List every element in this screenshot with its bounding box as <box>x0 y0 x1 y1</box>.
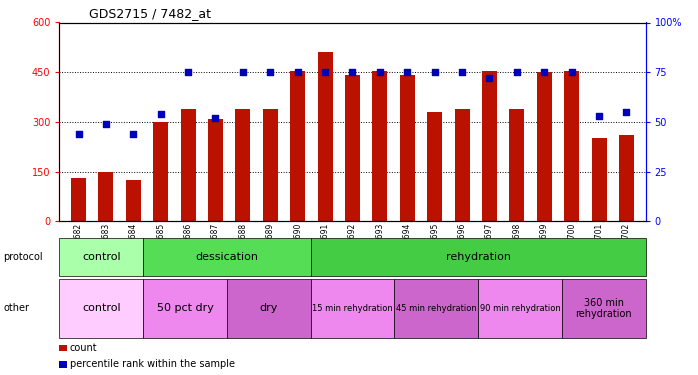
Text: dry: dry <box>260 303 278 313</box>
Bar <box>427 112 443 221</box>
Bar <box>400 75 415 221</box>
Bar <box>345 75 360 221</box>
Bar <box>59 279 143 338</box>
Text: 90 min rehydration: 90 min rehydration <box>480 304 560 313</box>
Bar <box>564 70 579 221</box>
Bar <box>311 238 646 276</box>
Point <box>265 69 276 75</box>
Bar <box>591 138 607 221</box>
Bar <box>126 180 141 221</box>
Point <box>347 69 358 75</box>
Text: GDS2715 / 7482_at: GDS2715 / 7482_at <box>89 7 211 20</box>
Bar <box>235 109 251 221</box>
Bar <box>394 279 478 338</box>
Point <box>210 115 221 121</box>
Point <box>593 113 604 119</box>
Point <box>101 121 112 127</box>
Point <box>456 69 468 75</box>
Bar <box>59 345 67 351</box>
Bar <box>98 172 114 221</box>
Bar <box>372 70 387 221</box>
Text: dessication: dessication <box>195 252 258 262</box>
Point <box>539 69 550 75</box>
Text: 50 pct dry: 50 pct dry <box>156 303 214 313</box>
Bar <box>619 135 634 221</box>
Text: control: control <box>82 252 121 262</box>
Point <box>237 69 248 75</box>
Bar <box>454 109 470 221</box>
Bar <box>537 72 552 221</box>
Bar <box>59 361 67 368</box>
Point <box>73 131 84 137</box>
Bar <box>562 279 646 338</box>
Text: 15 min rehydration: 15 min rehydration <box>312 304 393 313</box>
Bar <box>59 238 143 276</box>
Bar <box>181 109 195 221</box>
Point <box>566 69 577 75</box>
Bar <box>227 279 311 338</box>
Text: other: other <box>3 303 29 313</box>
Point <box>155 111 166 117</box>
Point <box>512 69 523 75</box>
Bar <box>153 122 168 221</box>
Text: protocol: protocol <box>3 252 43 262</box>
Bar <box>482 70 497 221</box>
Bar <box>208 118 223 221</box>
Bar <box>143 279 227 338</box>
Point <box>374 69 385 75</box>
Bar <box>510 109 524 221</box>
Bar <box>290 70 305 221</box>
Bar <box>262 109 278 221</box>
Bar <box>311 279 394 338</box>
Bar <box>71 178 86 221</box>
Point <box>484 75 495 81</box>
Point <box>429 69 440 75</box>
Point <box>320 69 331 75</box>
Text: percentile rank within the sample: percentile rank within the sample <box>70 359 235 369</box>
Point <box>182 69 193 75</box>
Text: 360 min
rehydration: 360 min rehydration <box>575 298 632 319</box>
Bar <box>143 238 311 276</box>
Point <box>621 109 632 115</box>
Bar <box>478 279 562 338</box>
Text: rehydration: rehydration <box>445 252 511 262</box>
Point <box>402 69 413 75</box>
Point <box>292 69 303 75</box>
Text: 45 min rehydration: 45 min rehydration <box>396 304 477 313</box>
Text: count: count <box>70 343 97 353</box>
Point <box>128 131 139 137</box>
Bar <box>318 53 333 221</box>
Text: control: control <box>82 303 121 313</box>
